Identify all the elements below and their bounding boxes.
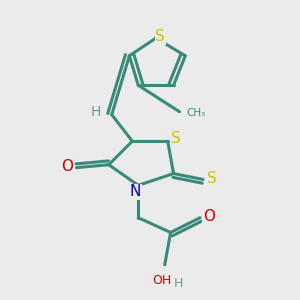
Text: O: O bbox=[61, 159, 74, 174]
Text: H: H bbox=[174, 277, 183, 290]
Text: OH: OH bbox=[152, 274, 171, 287]
Text: CH₃: CH₃ bbox=[187, 108, 206, 118]
Text: S: S bbox=[155, 29, 165, 44]
Text: N: N bbox=[130, 184, 141, 199]
Text: S: S bbox=[207, 171, 217, 186]
Text: H: H bbox=[90, 105, 101, 119]
Text: O: O bbox=[203, 209, 215, 224]
Text: S: S bbox=[171, 131, 181, 146]
